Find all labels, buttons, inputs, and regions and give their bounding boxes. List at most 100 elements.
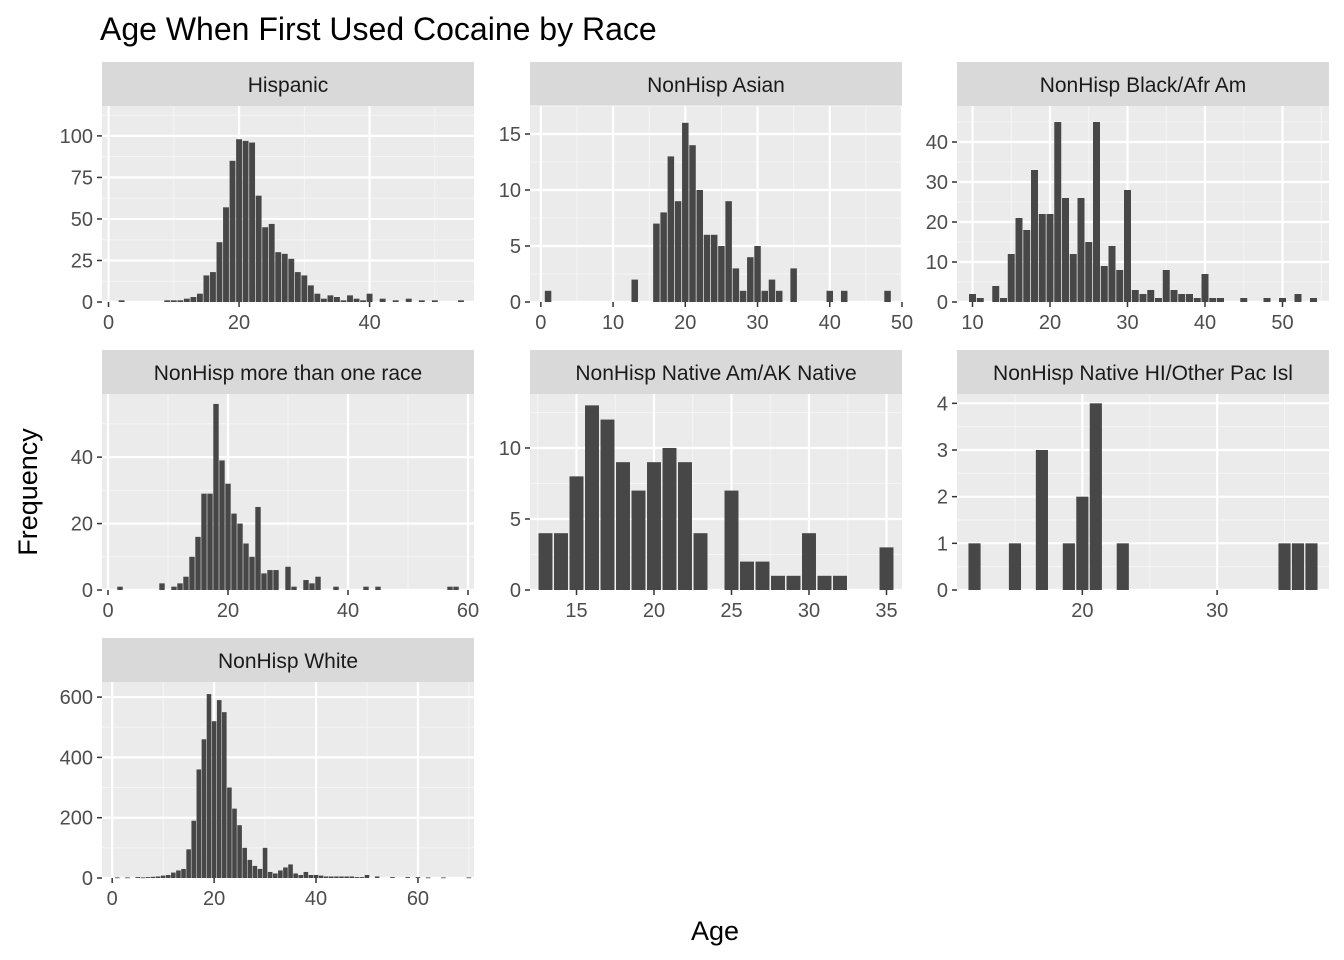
histogram-bar [1193, 298, 1201, 302]
histogram-bar [392, 300, 399, 302]
histogram-bar [771, 575, 785, 590]
histogram-bar [329, 876, 334, 878]
histogram-bar [374, 876, 380, 878]
facet-strip-label: NonHisp Asian [647, 74, 785, 97]
x-tick-label: 60 [457, 600, 479, 622]
histogram-bar [817, 575, 832, 590]
facet-strip-label: NonHisp Black/Afr Am [1040, 74, 1247, 97]
histogram-bar [281, 253, 288, 302]
facet-strip [102, 350, 474, 394]
histogram-bar [164, 300, 171, 302]
histogram-bar [1077, 198, 1085, 302]
y-tick-label: 600 [60, 687, 93, 709]
x-tick-label: 40 [358, 312, 380, 334]
histogram-bar [1310, 298, 1317, 302]
histogram-bar [118, 300, 125, 302]
y-tick-label: 20 [71, 514, 93, 536]
facet-strip-label: NonHisp Native HI/Other Pac Isl [993, 362, 1293, 385]
histogram-bar [1093, 122, 1100, 302]
histogram-bar [189, 556, 195, 590]
histogram-bar [1124, 190, 1131, 302]
histogram-bar [1305, 543, 1318, 590]
histogram-bar [379, 298, 386, 302]
histogram-bar [1279, 298, 1286, 302]
histogram-bar [768, 279, 776, 302]
x-tick-label: 15 [565, 600, 587, 622]
panel-background [102, 682, 474, 878]
histogram-bar [1278, 543, 1291, 590]
histogram-bar [155, 876, 161, 878]
histogram-bar [682, 122, 689, 302]
histogram-bar [201, 739, 207, 878]
histogram-bar [631, 490, 646, 590]
histogram-bar [159, 583, 165, 590]
histogram-bar [1038, 214, 1046, 302]
histogram-bar [243, 543, 249, 590]
x-tick-label: 50 [1271, 312, 1293, 334]
histogram-bar [135, 877, 140, 878]
histogram-bar [360, 300, 366, 302]
x-tick-label: 10 [602, 312, 624, 334]
histogram-bar [186, 849, 191, 878]
histogram-bar [1186, 294, 1193, 302]
histogram-bar [458, 300, 464, 302]
facet-panel: NonHisp White 0 200 400 600 0 20 40 60 [60, 638, 474, 910]
histogram-bar [140, 877, 146, 879]
y-tick-label: 0 [510, 580, 521, 602]
histogram-bar [347, 295, 353, 302]
y-tick-label: 5 [510, 509, 521, 531]
y-tick-label: 40 [926, 132, 948, 154]
histogram-bar [1062, 543, 1075, 590]
histogram-bar [1000, 298, 1007, 302]
histogram-bar [662, 447, 677, 590]
histogram-bar [1178, 294, 1186, 302]
histogram-bar [262, 227, 269, 302]
histogram-bar [1069, 254, 1077, 302]
histogram-bar [114, 877, 120, 879]
histogram-bar [718, 246, 725, 302]
histogram-bar [418, 300, 425, 302]
histogram-bar [222, 712, 227, 878]
histogram-bar [631, 279, 638, 302]
y-tick-label: 200 [60, 808, 93, 830]
histogram-bar [318, 875, 324, 878]
histogram-bar [616, 462, 630, 590]
histogram-bar [210, 272, 216, 302]
histogram-bar [237, 523, 243, 590]
histogram-bar [206, 694, 212, 878]
histogram-bar [301, 275, 308, 302]
histogram-bar [1089, 403, 1102, 590]
histogram-bar [227, 787, 232, 878]
histogram-bar [216, 700, 222, 878]
histogram-bar [790, 268, 797, 302]
histogram-bar [879, 547, 894, 590]
y-tick-label: 0 [510, 292, 521, 314]
x-tick-label: 30 [798, 600, 820, 622]
histogram-bar [667, 156, 675, 302]
histogram-bar [303, 871, 309, 878]
histogram-bar [375, 586, 381, 590]
histogram-bar [211, 721, 217, 878]
x-tick-label: 50 [891, 312, 913, 334]
y-tick-label: 3 [937, 440, 948, 462]
histogram-bar [213, 403, 219, 590]
y-tick-label: 1 [937, 533, 948, 555]
histogram-bar [344, 876, 349, 878]
histogram-bar [1209, 298, 1217, 302]
histogram-bar [405, 877, 411, 878]
histogram-bar [340, 300, 347, 302]
histogram-bar [242, 847, 247, 878]
histogram-bar [786, 575, 801, 590]
histogram-bar [761, 290, 769, 302]
histogram-bar [1108, 246, 1116, 302]
histogram-bar [775, 290, 783, 302]
histogram-bar [1217, 298, 1224, 302]
histogram-bar [754, 246, 761, 302]
histogram-bar [415, 877, 421, 878]
histogram-bar [732, 268, 740, 302]
x-tick-label: 20 [1071, 600, 1093, 622]
x-tick-label: 20 [674, 312, 696, 334]
y-tick-label: 0 [82, 868, 93, 890]
histogram-bar [840, 290, 848, 302]
